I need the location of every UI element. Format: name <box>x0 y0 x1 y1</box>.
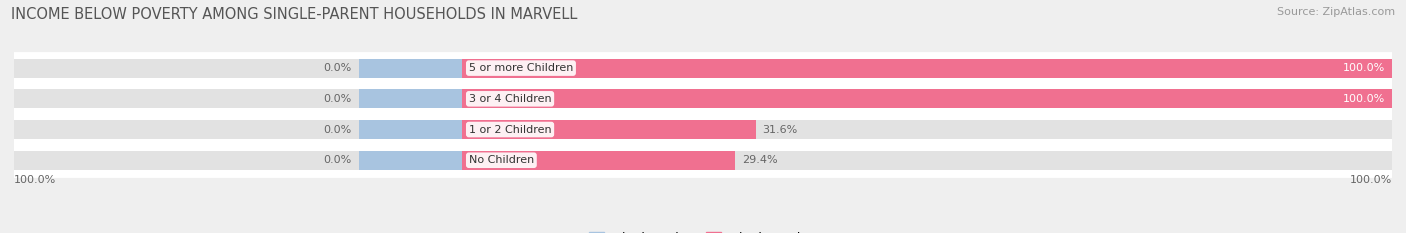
Bar <box>14 83 1392 114</box>
Bar <box>359 120 461 139</box>
Bar <box>461 58 1392 78</box>
Bar <box>14 114 1392 145</box>
Bar <box>359 89 461 108</box>
Text: 100.0%: 100.0% <box>14 175 56 185</box>
Text: 1 or 2 Children: 1 or 2 Children <box>468 124 551 134</box>
Text: 3 or 4 Children: 3 or 4 Children <box>468 94 551 104</box>
Bar <box>14 151 1392 170</box>
Text: 0.0%: 0.0% <box>323 94 352 104</box>
Text: 0.0%: 0.0% <box>323 63 352 73</box>
Bar <box>14 89 1392 108</box>
Bar <box>14 53 1392 83</box>
Legend: Single Father, Single Mother: Single Father, Single Mother <box>583 227 823 233</box>
Bar <box>14 145 1392 176</box>
Text: 5 or more Children: 5 or more Children <box>468 63 574 73</box>
Text: 0.0%: 0.0% <box>323 155 352 165</box>
Text: 100.0%: 100.0% <box>1343 63 1385 73</box>
Bar <box>461 151 735 170</box>
Text: 31.6%: 31.6% <box>762 124 799 134</box>
Bar <box>14 58 1392 78</box>
Text: No Children: No Children <box>468 155 534 165</box>
Text: 100.0%: 100.0% <box>1343 94 1385 104</box>
Text: 29.4%: 29.4% <box>742 155 778 165</box>
Bar <box>14 120 1392 139</box>
Text: Source: ZipAtlas.com: Source: ZipAtlas.com <box>1277 7 1395 17</box>
Bar <box>359 58 461 78</box>
Text: INCOME BELOW POVERTY AMONG SINGLE-PARENT HOUSEHOLDS IN MARVELL: INCOME BELOW POVERTY AMONG SINGLE-PARENT… <box>11 7 578 22</box>
Text: 0.0%: 0.0% <box>323 124 352 134</box>
Bar <box>359 151 461 170</box>
Bar <box>461 89 1392 108</box>
Text: 100.0%: 100.0% <box>1350 175 1392 185</box>
Bar <box>461 120 756 139</box>
